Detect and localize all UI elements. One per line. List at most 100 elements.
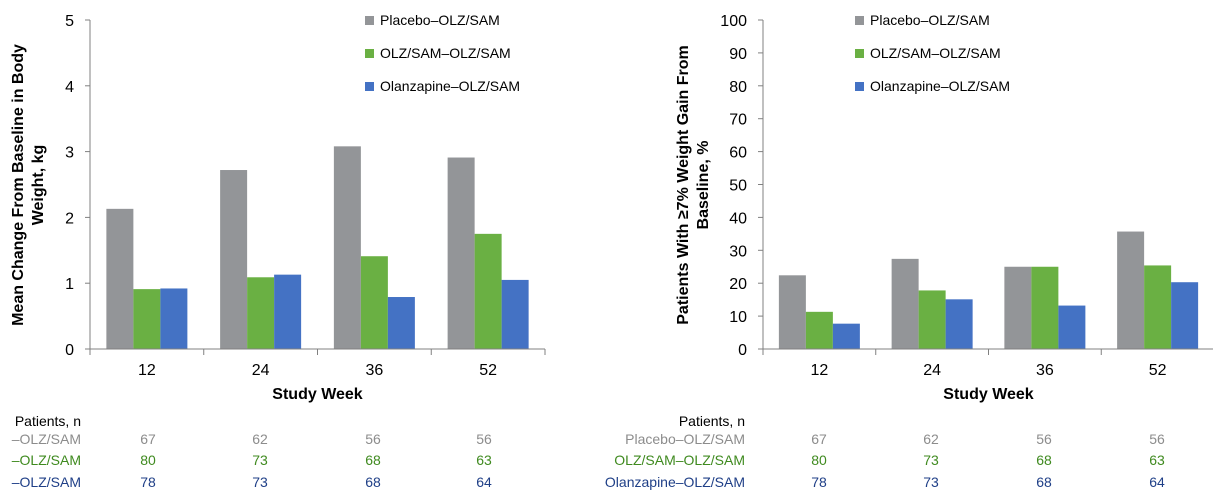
y-tick-label: 20 — [729, 276, 747, 293]
y-tick-label: 2 — [65, 210, 74, 227]
legend-label: OLZ/SAM–OLZ/SAM — [380, 45, 511, 61]
table-cell: 63 — [476, 452, 492, 468]
bar-olz-sam — [474, 233, 502, 349]
table-row-label: –OLZ/SAM — [12, 452, 81, 468]
table-cell: 73 — [252, 474, 268, 490]
bar-olanzapine — [274, 274, 302, 349]
y-axis-title-line2: Weight, kg — [30, 145, 47, 226]
bar-placebo — [1004, 266, 1032, 349]
y-tick-label: 5 — [65, 13, 74, 30]
bar-placebo — [220, 170, 248, 349]
legend-label: Olanzapine–OLZ/SAM — [380, 78, 520, 94]
y-tick-label: 4 — [65, 79, 74, 96]
legend-label: OLZ/SAM–OLZ/SAM — [870, 45, 1001, 61]
bar-placebo — [447, 157, 475, 349]
legend-swatch — [855, 16, 864, 25]
bar-olanzapine — [387, 297, 415, 349]
bar-olanzapine — [501, 279, 529, 349]
y-tick-label: 30 — [729, 243, 747, 260]
table-cell: 73 — [923, 474, 939, 490]
legend-swatch — [365, 49, 374, 58]
patients-table: Patients, n Placebo–OLZ/SAM 67 62 56 56 OLZ/SA… — [605, 413, 1165, 490]
legend-label: Placebo–OLZ/SAM — [380, 12, 500, 28]
table-cell: 56 — [476, 431, 492, 447]
bar-olz-sam — [1031, 266, 1059, 349]
table-cell: 67 — [140, 431, 156, 447]
x-tick-label: 36 — [365, 362, 383, 379]
bar-olanzapine — [160, 288, 188, 349]
y-axis-title: Patients With ≥7% Weight Gain From Baseli… — [675, 45, 712, 324]
x-tick-label: 52 — [1149, 362, 1167, 379]
table-cell: 62 — [923, 431, 939, 447]
table-cell: 56 — [365, 431, 381, 447]
legend-label: Placebo–OLZ/SAM — [870, 12, 990, 28]
bar-olz-sam — [360, 256, 388, 349]
bar-olanzapine — [1058, 305, 1086, 349]
table-cell: 80 — [811, 452, 827, 468]
bar-placebo — [1117, 231, 1145, 349]
table-cell: 80 — [140, 452, 156, 468]
legend-swatch — [365, 82, 374, 91]
table-cell: 56 — [1036, 431, 1052, 447]
bar-olanzapine — [832, 323, 860, 349]
bar-olz-sam — [133, 289, 161, 349]
table-cell: 67 — [811, 431, 827, 447]
table-cell: 78 — [140, 474, 156, 490]
x-tick-label: 52 — [479, 362, 497, 379]
y-tick-label: 70 — [729, 112, 747, 129]
x-tick-label: 36 — [1036, 362, 1054, 379]
y-axis-title: Mean Change From Baseline in Body Weight,… — [10, 44, 47, 326]
table-row-label: OLZ/SAM–OLZ/SAM — [614, 452, 745, 468]
right-chart: 0 10 20 30 40 50 60 70 80 90 100 12 24 36 52 Study Week… — [605, 12, 1213, 490]
table-cell: 64 — [1149, 474, 1165, 490]
x-axis-title: Study Week — [272, 386, 363, 403]
table-cell: 68 — [1036, 474, 1052, 490]
patients-table: Patients, n –OLZ/SAM 67 62 56 56 –OLZ/SAM 80 73 6… — [12, 413, 492, 490]
y-tick-label: 60 — [729, 145, 747, 162]
y-axis-title-line2: Baseline, % — [695, 141, 712, 230]
y-axis-title-line1: Patients With ≥7% Weight Gain From — [675, 45, 692, 324]
table-cell: 73 — [252, 452, 268, 468]
y-axis-title-line1: Mean Change From Baseline in Body — [10, 44, 27, 326]
bar-olz-sam — [247, 277, 275, 349]
y-tick-label: 10 — [729, 309, 747, 326]
table-cell: 73 — [923, 452, 939, 468]
y-tick-label: 50 — [729, 178, 747, 195]
table-cell: 56 — [1149, 431, 1165, 447]
legend-swatch — [365, 16, 374, 25]
table-cell: 63 — [1149, 452, 1165, 468]
bar-placebo — [778, 275, 806, 349]
table-header: Patients, n — [15, 413, 81, 429]
bar-olanzapine — [1171, 282, 1199, 349]
bar-placebo — [891, 258, 919, 349]
legend: Placebo–OLZ/SAM OLZ/SAM–OLZ/SAM Olanzapine… — [855, 12, 1010, 94]
bar-olz-sam — [805, 311, 833, 349]
y-tick-label: 3 — [65, 145, 74, 162]
bar-olz-sam — [918, 290, 946, 349]
legend-swatch — [855, 49, 864, 58]
table-cell: 62 — [252, 431, 268, 447]
bar-olanzapine — [945, 299, 973, 349]
legend-label: Olanzapine–OLZ/SAM — [870, 78, 1010, 94]
table-row-label: –OLZ/SAM — [12, 474, 81, 490]
table-cell: 68 — [365, 452, 381, 468]
table-cell: 68 — [365, 474, 381, 490]
legend-swatch — [855, 82, 864, 91]
table-cell: 68 — [1036, 452, 1052, 468]
bar-placebo — [106, 208, 134, 349]
legend: Placebo–OLZ/SAM OLZ/SAM–OLZ/SAM Olanzapine… — [365, 12, 520, 94]
y-tick-label: 100 — [720, 13, 747, 30]
table-header: Patients, n — [679, 413, 745, 429]
x-tick-label: 24 — [923, 362, 941, 379]
table-row-label: Placebo–OLZ/SAM — [625, 431, 745, 447]
x-axis-title: Study Week — [943, 386, 1034, 403]
y-tick-label: 80 — [729, 79, 747, 96]
x-tick-label: 12 — [138, 362, 156, 379]
x-tick-label: 12 — [810, 362, 828, 379]
y-tick-label: 90 — [729, 46, 747, 63]
table-cell: 78 — [811, 474, 827, 490]
y-tick-label: 40 — [729, 210, 747, 227]
table-row-label: Olanzapine–OLZ/SAM — [605, 474, 745, 490]
